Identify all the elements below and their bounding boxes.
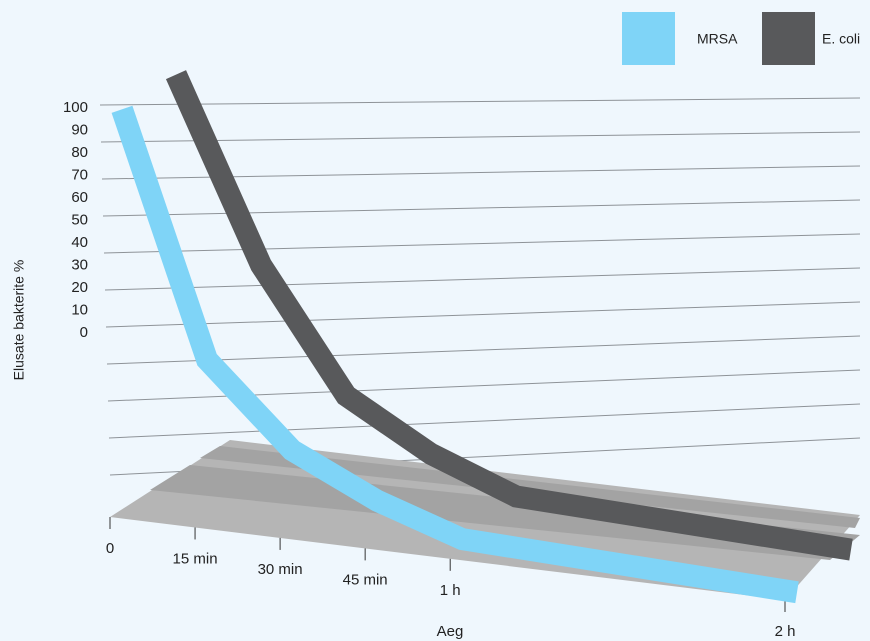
x-tick-label: 1 h xyxy=(440,582,461,599)
y-tick-label: 30 xyxy=(71,256,88,273)
grid-line xyxy=(99,97,861,106)
x-tick-label: 0 xyxy=(106,540,114,557)
x-tick-label: 2 h xyxy=(775,623,796,640)
grid-line xyxy=(108,403,861,439)
y-tick-label: 90 xyxy=(71,121,88,138)
series-ribbon xyxy=(111,105,799,604)
floor-band xyxy=(200,446,860,528)
grid-line xyxy=(103,233,861,254)
legend-label: MRSA xyxy=(697,31,738,47)
grid-line xyxy=(105,301,861,328)
grid-line xyxy=(102,199,861,217)
legend-label: E. coli xyxy=(822,31,860,47)
y-tick-label: 20 xyxy=(71,279,88,296)
y-tick-label: 100 xyxy=(63,99,88,116)
legend: MRSA E. coli xyxy=(622,12,860,65)
grid-line xyxy=(100,131,861,143)
y-tick-label: 70 xyxy=(71,166,88,183)
floor-band xyxy=(150,465,860,560)
legend-swatch xyxy=(762,12,815,65)
x-tick-label: 15 min xyxy=(173,550,218,567)
y-tick-label: 10 xyxy=(71,301,88,318)
y-tick-label: 80 xyxy=(71,144,88,161)
x-tick-label: 30 min xyxy=(258,561,303,578)
series-ribbon xyxy=(165,70,853,561)
x-tick-label: 45 min xyxy=(343,571,388,588)
y-axis-label: Elusate bakterite % xyxy=(11,260,27,381)
y-tick-label: 0 xyxy=(80,324,88,341)
legend-swatch xyxy=(622,12,675,65)
x-axis-label: Aeg xyxy=(437,623,464,640)
grid-line xyxy=(106,335,861,365)
y-tick-label: 50 xyxy=(71,211,88,228)
y-tick-label: 40 xyxy=(71,234,88,251)
y-tick-label: 60 xyxy=(71,189,88,206)
grid-line xyxy=(104,267,861,291)
